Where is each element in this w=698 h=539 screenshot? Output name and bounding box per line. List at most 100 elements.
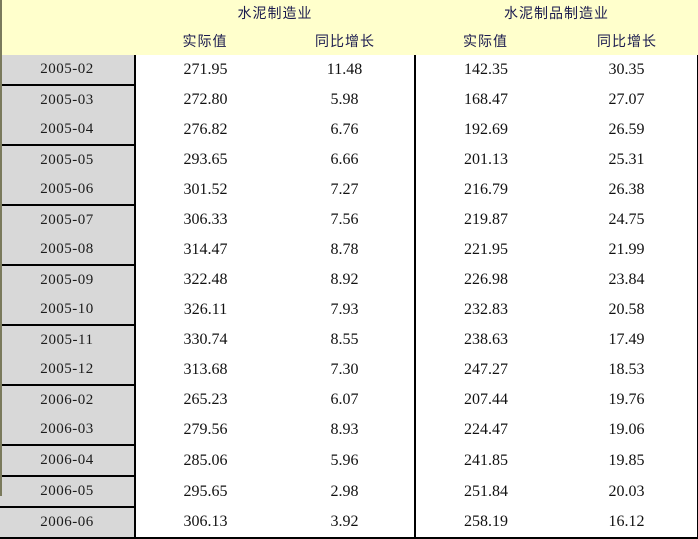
header-corner-cell [0, 0, 135, 26]
row-period-cell: 2005-04 [0, 115, 135, 146]
row-period-cell: 2006-06 [0, 507, 135, 539]
row-products-growth-cell: 26.59 [556, 115, 698, 145]
row-products-growth-cell: 21.99 [556, 235, 698, 265]
header-row-groups: 水泥制造业 水泥制品制造业 [0, 0, 698, 26]
row-products-growth-cell: 16.12 [556, 507, 698, 539]
table-body: 2005-02 271.95 11.48 142.35 30.35 2005-03 272.… [0, 55, 698, 539]
header-group-cement: 水泥制造业 [135, 0, 415, 26]
table-row: 2006-02 265.23 6.07 207.44 19.76 [0, 385, 698, 415]
header-products-yoy-growth: 同比增长 [556, 26, 698, 55]
table-row: 2005-03 272.80 5.98 168.47 27.07 [0, 85, 698, 115]
row-cement-value-cell: 285.06 [134, 445, 275, 476]
row-cement-growth-cell: 11.48 [275, 55, 415, 85]
row-products-value-cell: 201.13 [414, 145, 556, 175]
row-cement-value-cell: 293.65 [134, 145, 275, 175]
row-cement-value-cell: 330.74 [134, 325, 275, 355]
row-products-value-cell: 226.98 [414, 265, 556, 295]
row-cement-growth-cell: 5.96 [275, 445, 415, 476]
row-products-growth-cell: 19.85 [556, 445, 698, 476]
row-products-value-cell: 224.47 [414, 415, 556, 445]
row-cement-growth-cell: 8.92 [275, 265, 415, 295]
row-products-value-cell: 168.47 [414, 85, 556, 115]
header-cement-yoy-growth: 同比增长 [275, 26, 415, 55]
row-cement-value-cell: 306.13 [134, 507, 275, 539]
row-products-growth-cell: 30.35 [556, 55, 698, 85]
row-period-cell: 2005-05 [0, 145, 135, 175]
row-products-value-cell: 207.44 [414, 385, 556, 415]
table-row: 2005-08 314.47 8.78 221.95 21.99 [0, 235, 698, 266]
row-cement-value-cell: 276.82 [134, 115, 275, 145]
header-cement-actual-value: 实际值 [135, 26, 275, 55]
row-products-value-cell: 241.85 [414, 445, 556, 476]
row-cement-value-cell: 326.11 [134, 295, 275, 325]
row-cement-value-cell: 306.33 [134, 205, 275, 235]
table-row: 2005-12 313.68 7.30 247.27 18.53 [0, 355, 698, 386]
header-products-actual-value: 实际值 [415, 26, 556, 55]
row-cement-value-cell: 271.95 [134, 55, 275, 85]
row-products-growth-cell: 17.49 [556, 325, 698, 355]
row-cement-growth-cell: 7.56 [275, 205, 415, 235]
row-cement-value-cell: 301.52 [134, 175, 275, 205]
row-cement-growth-cell: 6.76 [275, 115, 415, 145]
row-cement-value-cell: 272.80 [134, 85, 275, 115]
row-period-cell: 2006-03 [0, 415, 135, 446]
row-products-growth-cell: 18.53 [556, 355, 698, 385]
table-row: 2005-07 306.33 7.56 219.87 24.75 [0, 205, 698, 235]
row-period-cell: 2005-10 [0, 295, 135, 326]
table-row: 2006-03 279.56 8.93 224.47 19.06 [0, 415, 698, 446]
row-period-cell: 2005-03 [0, 85, 135, 115]
row-cement-growth-cell: 8.93 [275, 415, 415, 445]
row-products-value-cell: 221.95 [414, 235, 556, 265]
row-products-growth-cell: 26.38 [556, 175, 698, 205]
row-products-value-cell: 142.35 [414, 55, 556, 85]
row-cement-growth-cell: 7.27 [275, 175, 415, 205]
row-products-value-cell: 238.63 [414, 325, 556, 355]
row-period-cell: 2005-02 [0, 55, 135, 86]
row-products-value-cell: 219.87 [414, 205, 556, 235]
row-period-cell: 2005-11 [0, 325, 135, 355]
table-row: 2005-04 276.82 6.76 192.69 26.59 [0, 115, 698, 146]
table-row: 2006-06 306.13 3.92 258.19 16.12 [0, 507, 698, 539]
row-products-growth-cell: 19.76 [556, 385, 698, 415]
table-row: 2005-09 322.48 8.92 226.98 23.84 [0, 265, 698, 295]
table-row: 2006-04 285.06 5.96 241.85 19.85 [0, 445, 698, 477]
row-products-growth-cell: 27.07 [556, 85, 698, 115]
row-products-growth-cell: 24.75 [556, 205, 698, 235]
row-products-value-cell: 216.79 [414, 175, 556, 205]
row-period-cell: 2005-12 [0, 355, 135, 386]
row-cement-value-cell: 279.56 [134, 415, 275, 445]
row-cement-growth-cell: 6.07 [275, 385, 415, 415]
row-cement-growth-cell: 2.98 [275, 476, 415, 507]
row-cement-value-cell: 265.23 [134, 385, 275, 415]
row-products-value-cell: 232.83 [414, 295, 556, 325]
table-row: 2006-05 295.65 2.98 251.84 20.03 [0, 476, 698, 508]
row-products-growth-cell: 25.31 [556, 145, 698, 175]
header-row-subheaders: 实际值 同比增长 实际值 同比增长 [0, 26, 698, 55]
left-edge-rule [0, 0, 2, 496]
header-corner-cell-lower [0, 26, 135, 55]
row-cement-growth-cell: 6.66 [275, 145, 415, 175]
table-row: 2005-02 271.95 11.48 142.35 30.35 [0, 55, 698, 86]
row-products-value-cell: 251.84 [414, 476, 556, 507]
row-products-value-cell: 247.27 [414, 355, 556, 385]
row-period-cell: 2005-07 [0, 205, 135, 235]
row-period-cell: 2006-05 [0, 476, 135, 508]
row-products-value-cell: 192.69 [414, 115, 556, 145]
row-period-cell: 2005-08 [0, 235, 135, 266]
row-cement-growth-cell: 7.30 [275, 355, 415, 385]
row-cement-growth-cell: 8.78 [275, 235, 415, 265]
row-cement-value-cell: 322.48 [134, 265, 275, 295]
row-period-cell: 2006-02 [0, 385, 135, 415]
row-period-cell: 2005-06 [0, 175, 135, 206]
row-cement-growth-cell: 7.93 [275, 295, 415, 325]
table-row: 2005-05 293.65 6.66 201.13 25.31 [0, 145, 698, 175]
row-cement-value-cell: 295.65 [134, 476, 275, 507]
table-row: 2005-06 301.52 7.27 216.79 26.38 [0, 175, 698, 206]
header-group-cement-products: 水泥制品制造业 [415, 0, 698, 26]
table-row: 2005-10 326.11 7.93 232.83 20.58 [0, 295, 698, 326]
row-products-growth-cell: 20.03 [556, 476, 698, 507]
row-period-cell: 2006-04 [0, 445, 135, 477]
row-cement-growth-cell: 5.98 [275, 85, 415, 115]
row-cement-value-cell: 313.68 [134, 355, 275, 385]
